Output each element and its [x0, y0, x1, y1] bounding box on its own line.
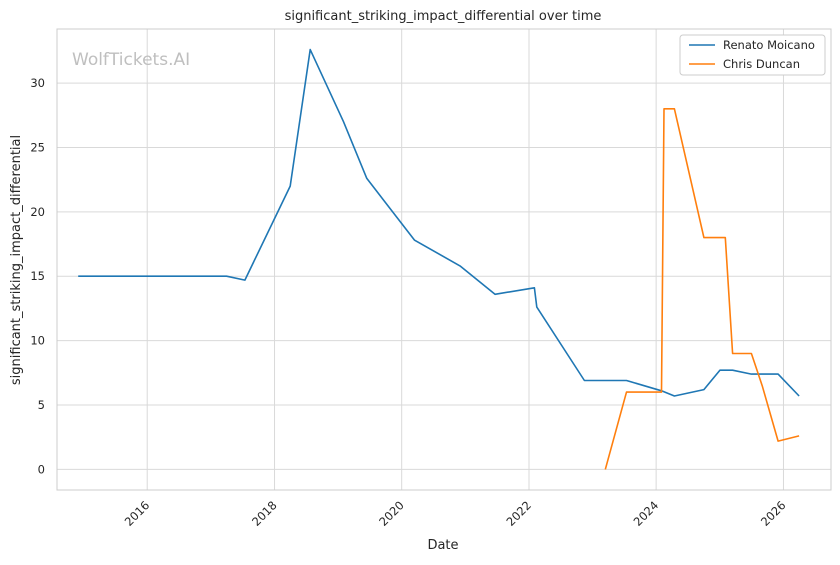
x-tick-label: 2022: [504, 498, 535, 529]
y-axis-label: significant_striking_impact_differential: [9, 135, 24, 385]
y-tick-label: 10: [30, 334, 45, 348]
legend: Renato Moicano Chris Duncan: [679, 34, 826, 76]
x-axis-label: Date: [427, 538, 458, 553]
series-line-renato-moicano: [78, 48, 800, 397]
x-axis-ticks: 2016 2018 2020 2022 2024 2026: [122, 498, 789, 529]
series-layer: [78, 48, 800, 470]
legend-box: [679, 34, 826, 76]
y-axis-ticks: 0 5 10 15 20 25 30: [30, 76, 45, 476]
legend-label-chris-duncan: Chris Duncan: [723, 57, 800, 71]
legend-label-renato-moicano: Renato Moicano: [723, 38, 815, 52]
plot-frame: [56, 28, 832, 491]
y-tick-label: 30: [30, 76, 45, 90]
grid: [57, 29, 831, 490]
x-tick-label: 2024: [631, 498, 662, 529]
x-tick-label: 2016: [122, 498, 153, 529]
series-line-chris-duncan: [604, 108, 800, 470]
x-tick-label: 2018: [249, 498, 280, 529]
watermark-logo: WolfTickets.AI: [72, 50, 190, 70]
x-tick-label: 2020: [376, 498, 407, 529]
y-tick-label: 5: [38, 398, 45, 412]
y-tick-label: 15: [30, 269, 45, 283]
y-tick-label: 25: [30, 140, 45, 154]
chart-title: significant_striking_impact_differential…: [285, 9, 602, 24]
y-tick-label: 0: [38, 462, 45, 476]
x-tick-label: 2026: [758, 498, 789, 529]
y-tick-label: 20: [30, 205, 45, 219]
